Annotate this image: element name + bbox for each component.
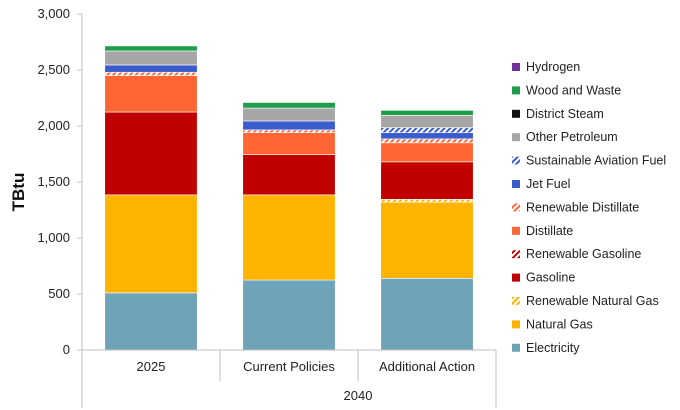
y-tick-label: 1,000 bbox=[37, 230, 70, 245]
legend-entry: Natural Gas bbox=[526, 317, 593, 331]
legend-swatch bbox=[512, 133, 520, 142]
bar-segment bbox=[104, 45, 198, 52]
bar-segment bbox=[380, 115, 474, 128]
bar-segment bbox=[104, 292, 198, 351]
bar-segment bbox=[242, 154, 336, 196]
legend-swatch bbox=[512, 180, 520, 188]
x-tick-label: 2025 bbox=[137, 359, 166, 374]
bar-segment bbox=[242, 279, 336, 351]
axes bbox=[77, 13, 497, 408]
legend-entry: Other Petroleum bbox=[526, 130, 618, 144]
legend-swatch bbox=[512, 320, 520, 329]
bar-segment bbox=[380, 142, 474, 163]
bar-segment bbox=[104, 71, 198, 76]
bars bbox=[104, 45, 474, 351]
bar-segment bbox=[380, 199, 474, 203]
bar-segment bbox=[242, 120, 336, 131]
bar-segment bbox=[104, 111, 198, 196]
legend-swatch bbox=[512, 343, 520, 352]
x-tick-labels: 2025 Current Policies Additional Action bbox=[137, 359, 476, 374]
y-tick-label: 2,500 bbox=[37, 62, 70, 77]
y-axis-label: TBtu bbox=[9, 173, 28, 212]
bar-segment bbox=[380, 138, 474, 144]
bar-segment bbox=[104, 75, 198, 113]
y-tick-label: 500 bbox=[48, 286, 70, 301]
bar-segment bbox=[104, 194, 198, 294]
legend-swatch bbox=[512, 273, 520, 282]
bar-segment bbox=[242, 102, 336, 109]
legend-swatch bbox=[512, 156, 520, 165]
bar-segment bbox=[380, 161, 474, 200]
legend: Hydrogen Wood and Waste District Steam Othe… bbox=[512, 60, 666, 355]
bar-segment bbox=[242, 194, 336, 281]
bar-segment bbox=[242, 129, 336, 134]
x-tick-label: Additional Action bbox=[379, 359, 475, 374]
legend-swatch bbox=[512, 226, 520, 235]
legend-swatch bbox=[512, 297, 520, 305]
legend-entry: Wood and Waste bbox=[526, 83, 621, 97]
bar-segment bbox=[380, 201, 474, 279]
bar-segment bbox=[104, 64, 198, 73]
legend-entry: Renewable Gasoline bbox=[526, 247, 641, 261]
y-tick-label: 2,000 bbox=[37, 118, 70, 133]
legend-entry: Renewable Natural Gas bbox=[526, 294, 659, 308]
bar-segment bbox=[380, 278, 474, 351]
y-tick-label: 3,000 bbox=[37, 6, 70, 21]
y-tick-label: 1,500 bbox=[37, 174, 70, 189]
x-group-label: 2040 bbox=[344, 388, 373, 403]
legend-entry: Renewable Distillate bbox=[526, 200, 639, 214]
legend-entry: Distillate bbox=[526, 224, 573, 238]
bar-segment bbox=[380, 110, 474, 116]
legend-swatch bbox=[512, 86, 520, 95]
legend-swatch bbox=[512, 203, 520, 212]
legend-entry: Electricity bbox=[526, 341, 580, 355]
legend-swatch bbox=[512, 250, 520, 259]
x-tick-label: Current Policies bbox=[243, 359, 335, 374]
bar-segment bbox=[380, 132, 474, 140]
bar-segment bbox=[104, 50, 198, 66]
bar-segment bbox=[380, 127, 474, 134]
y-tick-label: 0 bbox=[63, 342, 70, 357]
y-tick-labels: 0 500 1,000 1,500 2,000 2,500 3,000 bbox=[37, 6, 70, 357]
legend-swatch bbox=[512, 63, 520, 71]
legend-entry: Sustainable Aviation Fuel bbox=[526, 154, 666, 168]
legend-entry: District Steam bbox=[526, 107, 604, 121]
bar-segment bbox=[242, 132, 336, 155]
legend-entry: Jet Fuel bbox=[526, 177, 570, 191]
bar-segment bbox=[242, 107, 336, 122]
legend-swatch bbox=[512, 109, 520, 118]
legend-entry: Gasoline bbox=[526, 271, 575, 285]
legend-entry: Hydrogen bbox=[526, 60, 580, 74]
